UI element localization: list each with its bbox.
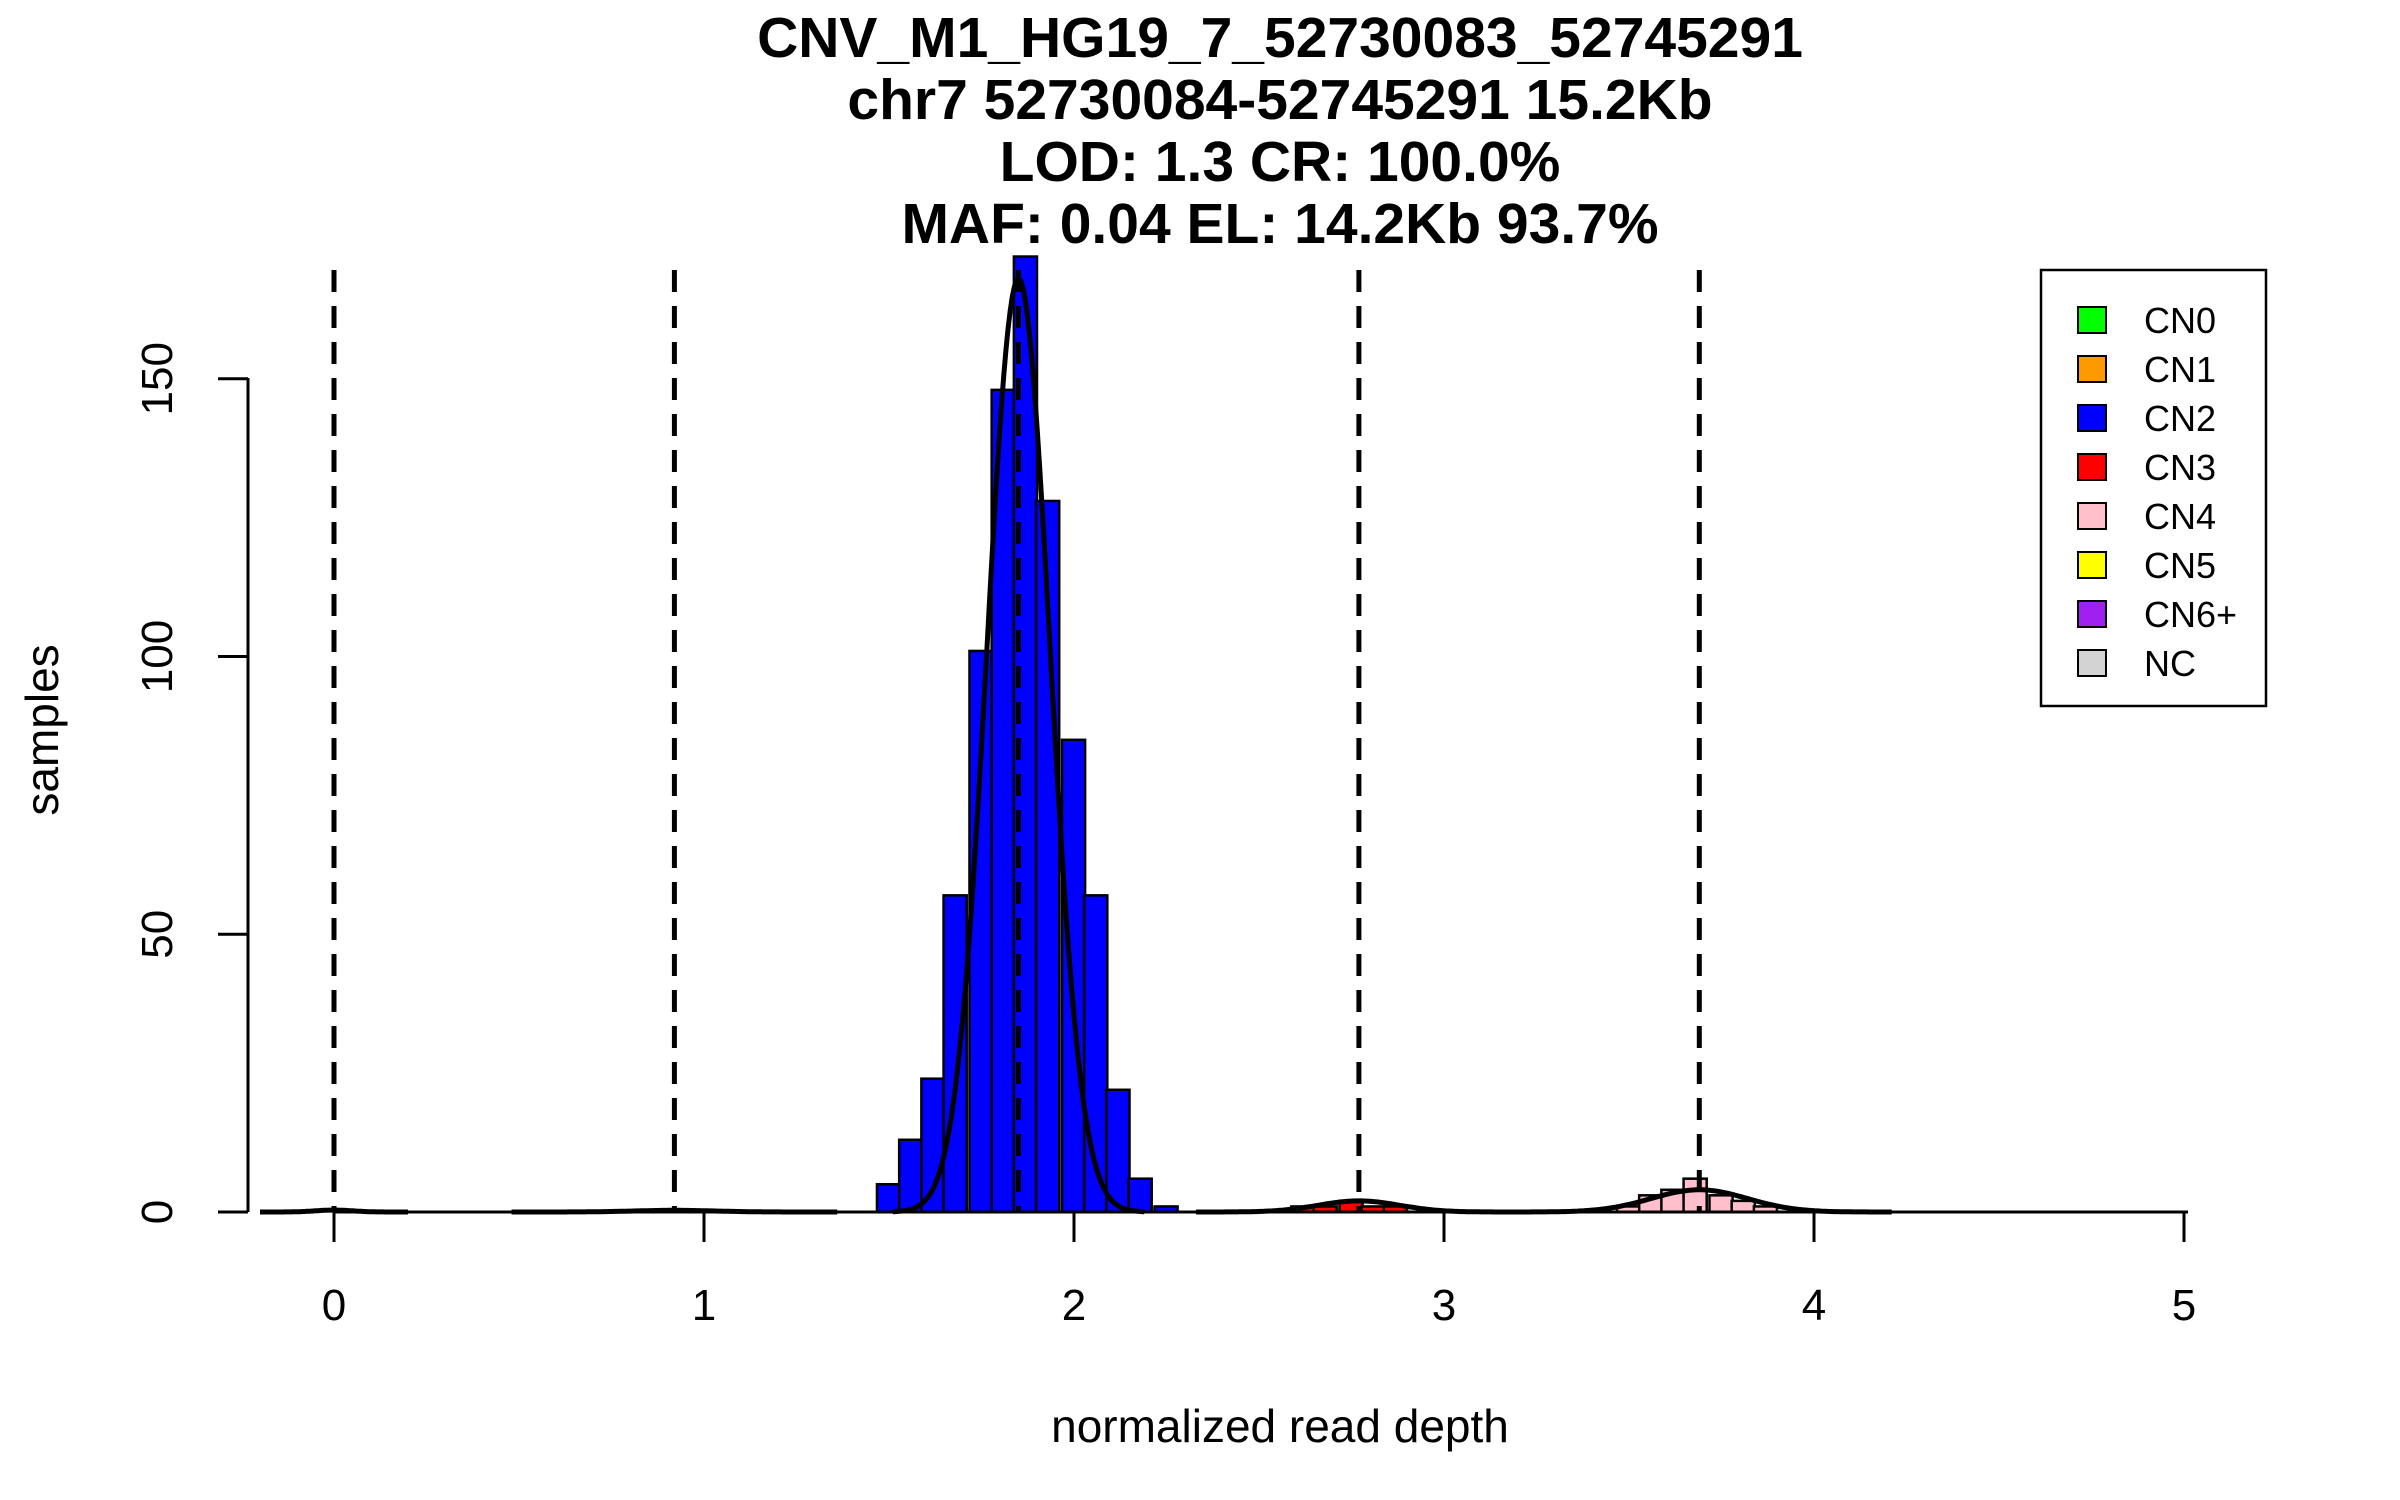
x-ticks: 0 1 2 3 4 5 bbox=[322, 1212, 2196, 1330]
legend-label-cn0: CN0 bbox=[2144, 300, 2216, 341]
legend-swatch-cn2 bbox=[2077, 404, 2107, 432]
legend-label-cn3: CN3 bbox=[2144, 447, 2216, 488]
y-axis-label: samples bbox=[16, 644, 68, 815]
legend-swatch-cn3 bbox=[2077, 453, 2107, 481]
x-tick-label: 4 bbox=[1802, 1281, 1826, 1330]
legend-label-cn5: CN5 bbox=[2144, 545, 2216, 586]
legend-swatch-cn6plus bbox=[2077, 600, 2107, 628]
copy-number-guides bbox=[331, 270, 1702, 1212]
legend-swatch-cn0 bbox=[2077, 306, 2107, 334]
chart-title-line-1: CNV_M1_HG19_7_52730083_52745291 bbox=[757, 6, 1803, 70]
histogram-bar bbox=[875, 1182, 902, 1214]
legend-label-cn4: CN4 bbox=[2144, 496, 2216, 537]
legend-label-cn2: CN2 bbox=[2144, 398, 2216, 439]
y-tick-label: 100 bbox=[133, 620, 182, 693]
legend-label-nc: NC bbox=[2144, 643, 2196, 684]
legend-swatch-cn4 bbox=[2077, 502, 2107, 530]
x-tick-label: 3 bbox=[1432, 1281, 1456, 1330]
y-tick-label: 150 bbox=[133, 342, 182, 415]
chart-title-line-2: chr7 52730084-52745291 15.2Kb bbox=[847, 68, 1713, 132]
bars-layer bbox=[875, 255, 1779, 1214]
y-ticks: 0 50 100 150 bbox=[133, 342, 248, 1224]
chart-title-line-3: LOD: 1.3 CR: 100.0% bbox=[999, 130, 1561, 194]
y-tick-label: 50 bbox=[133, 910, 182, 959]
histogram-bar bbox=[1730, 1199, 1757, 1214]
legend-label-cn1: CN1 bbox=[2144, 349, 2216, 390]
histogram-bar bbox=[1127, 1177, 1153, 1214]
x-tick-label: 2 bbox=[1062, 1281, 1086, 1330]
legend-box bbox=[2039, 268, 2268, 708]
y-tick-label: 0 bbox=[133, 1200, 182, 1224]
histogram-bar bbox=[1708, 1194, 1734, 1214]
x-tick-label: 0 bbox=[322, 1281, 346, 1330]
histogram-bar bbox=[1105, 1088, 1131, 1214]
x-axis-label: normalized read depth bbox=[1051, 1400, 1509, 1452]
legend-swatch-cn5 bbox=[2077, 551, 2107, 579]
axes bbox=[246, 378, 2188, 1214]
legend-swatch-cn1 bbox=[2077, 355, 2107, 383]
histogram-bar bbox=[1682, 1177, 1708, 1214]
histogram-bar bbox=[1060, 738, 1087, 1214]
histogram-bar bbox=[942, 894, 968, 1214]
chart-title-line-4: MAF: 0.04 EL: 14.2Kb 93.7% bbox=[901, 192, 1659, 256]
histogram-bar bbox=[897, 1138, 924, 1214]
legend-label-cn6plus: CN6+ bbox=[2144, 594, 2237, 635]
x-tick-label: 5 bbox=[2172, 1281, 2196, 1330]
legend: CN0 CN1 CN2 CN3 CN4 CN5 CN6+ NC bbox=[2039, 268, 2268, 708]
x-tick-label: 1 bbox=[692, 1281, 716, 1330]
legend-swatch-nc bbox=[2077, 649, 2107, 677]
